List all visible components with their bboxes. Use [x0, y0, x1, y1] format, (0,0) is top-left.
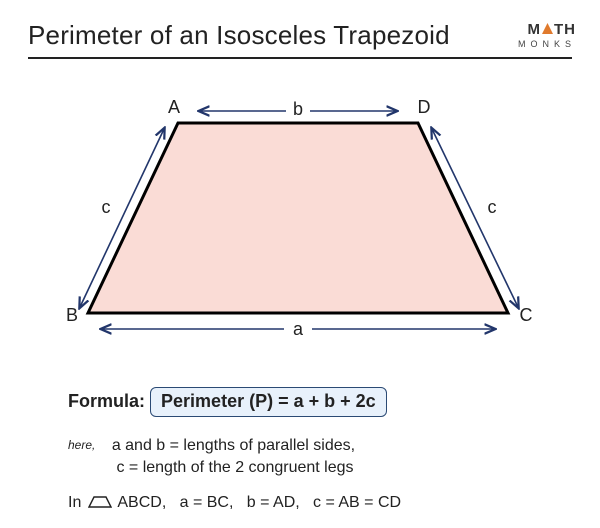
formula-box: Perimeter (P) = a + b + 2c: [150, 387, 387, 417]
last-in: In: [68, 494, 81, 511]
logo-m: M: [528, 21, 542, 38]
brand-logo: M TH MONKS: [518, 22, 576, 49]
last-b: b = AD,: [247, 494, 300, 511]
last-c: c = AB = CD: [313, 494, 401, 511]
vertex-D: D: [418, 97, 431, 117]
logo-th: TH: [554, 21, 576, 38]
page-title: Perimeter of an Isosceles Trapezoid: [28, 20, 572, 59]
last-line: In ABCD, a = BC, b = AD, c = AB = CD: [68, 494, 562, 514]
explain-line2: c = length of the 2 congruent legs: [116, 459, 353, 476]
explanation: here, a and b = lengths of parallel side…: [68, 435, 562, 478]
label-c-left: c: [102, 197, 111, 217]
logo-sub: MONKS: [518, 40, 576, 49]
formula-label: Formula:: [68, 391, 145, 411]
label-a: a: [293, 319, 304, 339]
explain-line1: a and b = lengths of parallel sides,: [112, 437, 355, 454]
vertex-A: A: [168, 97, 180, 117]
last-shape: ABCD,: [117, 494, 166, 511]
label-c-right: c: [488, 197, 497, 217]
trapezoid-icon: [88, 495, 112, 514]
trapezoid-shape: [88, 123, 508, 313]
trapezoid-figure: b a c c A D B C: [28, 63, 572, 383]
formula-line: Formula: Perimeter (P) = a + b + 2c: [68, 387, 562, 417]
logo-triangle-icon: [541, 22, 554, 38]
vertex-C: C: [520, 305, 533, 325]
here-label: here,: [68, 438, 95, 452]
vertex-B: B: [66, 305, 78, 325]
label-b: b: [293, 99, 303, 119]
last-a: a = BC,: [180, 494, 234, 511]
